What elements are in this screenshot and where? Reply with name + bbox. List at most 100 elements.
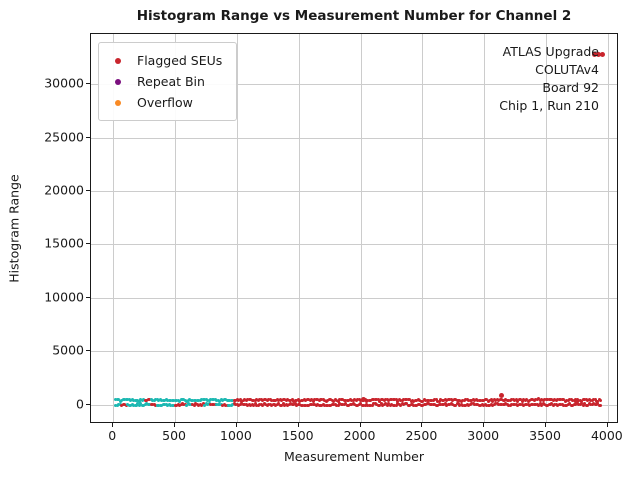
data-point	[442, 399, 446, 403]
data-point	[354, 399, 358, 403]
y-tick-label: 25000	[44, 129, 84, 145]
y-tick-label: 20000	[44, 182, 84, 198]
data-point	[574, 399, 580, 405]
data-point	[379, 402, 383, 406]
y-tick-mark	[86, 296, 90, 298]
data-point	[348, 397, 352, 401]
data-point	[511, 397, 515, 401]
data-point	[540, 404, 544, 408]
data-point	[443, 402, 447, 406]
data-point	[485, 397, 489, 401]
x-tick-mark	[421, 423, 423, 427]
y-tick-label: 15000	[44, 235, 84, 251]
annotation-line: ATLAS Upgrade	[502, 44, 599, 59]
y-tick-mark	[86, 350, 90, 352]
x-gridline	[422, 34, 424, 422]
data-point	[281, 402, 285, 406]
data-point	[599, 404, 603, 408]
data-point	[293, 402, 297, 406]
data-point	[538, 402, 542, 406]
data-point	[336, 403, 340, 407]
data-point	[142, 397, 146, 401]
data-point	[178, 399, 182, 403]
plot-area: Flagged SEUs Repeat Bin Overflow ATLAS Upg…	[90, 33, 618, 423]
legend-marker-dot-icon	[115, 99, 121, 106]
data-point	[583, 402, 587, 406]
data-point	[553, 397, 557, 401]
x-tick-label: 3000	[467, 428, 500, 443]
data-point	[135, 404, 138, 408]
data-point	[218, 399, 222, 403]
data-point	[203, 403, 207, 407]
y-gridline	[91, 137, 617, 139]
data-point	[310, 397, 314, 401]
data-point	[596, 52, 602, 58]
x-tick-label: 3500	[529, 428, 561, 443]
data-point	[505, 402, 509, 406]
data-point	[252, 404, 256, 408]
x-gridline	[175, 34, 177, 422]
data-point	[456, 402, 460, 406]
data-point	[454, 404, 458, 408]
y-gridline	[91, 191, 617, 193]
data-point	[221, 399, 225, 403]
data-point	[596, 399, 600, 403]
data-point	[537, 404, 541, 408]
legend-entry: Flagged SEUs	[109, 50, 222, 71]
legend: Flagged SEUs Repeat Bin Overflow	[98, 42, 238, 121]
data-point	[516, 399, 520, 403]
data-point	[586, 404, 590, 408]
data-point	[192, 403, 196, 407]
y-tick-label: 0	[76, 396, 84, 412]
data-point	[489, 398, 493, 402]
data-point	[268, 402, 272, 406]
data-point	[130, 397, 134, 401]
data-point	[408, 397, 412, 401]
x-tick-mark	[174, 423, 176, 427]
data-point	[115, 404, 119, 408]
data-point	[385, 403, 389, 407]
data-point	[514, 398, 518, 402]
data-point	[491, 399, 495, 403]
data-point	[270, 404, 274, 408]
data-point	[520, 399, 524, 403]
x-gridline	[298, 34, 300, 422]
legend-entry: Repeat Bin	[109, 71, 222, 92]
data-point	[396, 399, 400, 403]
data-point	[274, 399, 278, 403]
data-point	[587, 397, 591, 401]
data-point	[200, 404, 204, 408]
chart-title: Histogram Range vs Measurement Number fo…	[136, 8, 572, 24]
data-point	[591, 52, 597, 58]
legend-label: Flagged SEUs	[137, 53, 223, 68]
data-point	[399, 404, 403, 408]
data-point	[482, 404, 486, 408]
data-point	[378, 399, 382, 403]
x-tick-mark	[297, 423, 299, 427]
data-point	[332, 399, 336, 403]
x-tick-label: 2000	[343, 428, 376, 443]
y-tick-mark	[86, 243, 90, 245]
legend-marker-dot-icon	[115, 57, 121, 64]
y-tick-label: 30000	[44, 75, 84, 91]
data-point	[541, 399, 545, 403]
annotation-line: Board 92	[542, 80, 599, 95]
data-point	[280, 403, 284, 407]
x-tick-label: 2500	[405, 428, 438, 443]
annotation-text: ATLAS Upgrade COLUTAv4 Board 92 Chip 1, Run…	[499, 43, 599, 115]
data-point	[502, 399, 506, 403]
y-gridline	[91, 84, 617, 86]
data-point	[137, 404, 141, 408]
x-tick-label: 1500	[281, 428, 314, 443]
data-point	[519, 397, 523, 401]
x-gridline	[236, 34, 238, 422]
data-point	[593, 398, 597, 402]
data-point	[238, 397, 242, 401]
y-tick-mark	[86, 403, 90, 405]
data-point	[504, 397, 508, 401]
data-point	[283, 397, 287, 401]
x-gridline	[113, 34, 115, 422]
data-point	[290, 397, 294, 401]
x-tick-mark	[235, 423, 237, 427]
